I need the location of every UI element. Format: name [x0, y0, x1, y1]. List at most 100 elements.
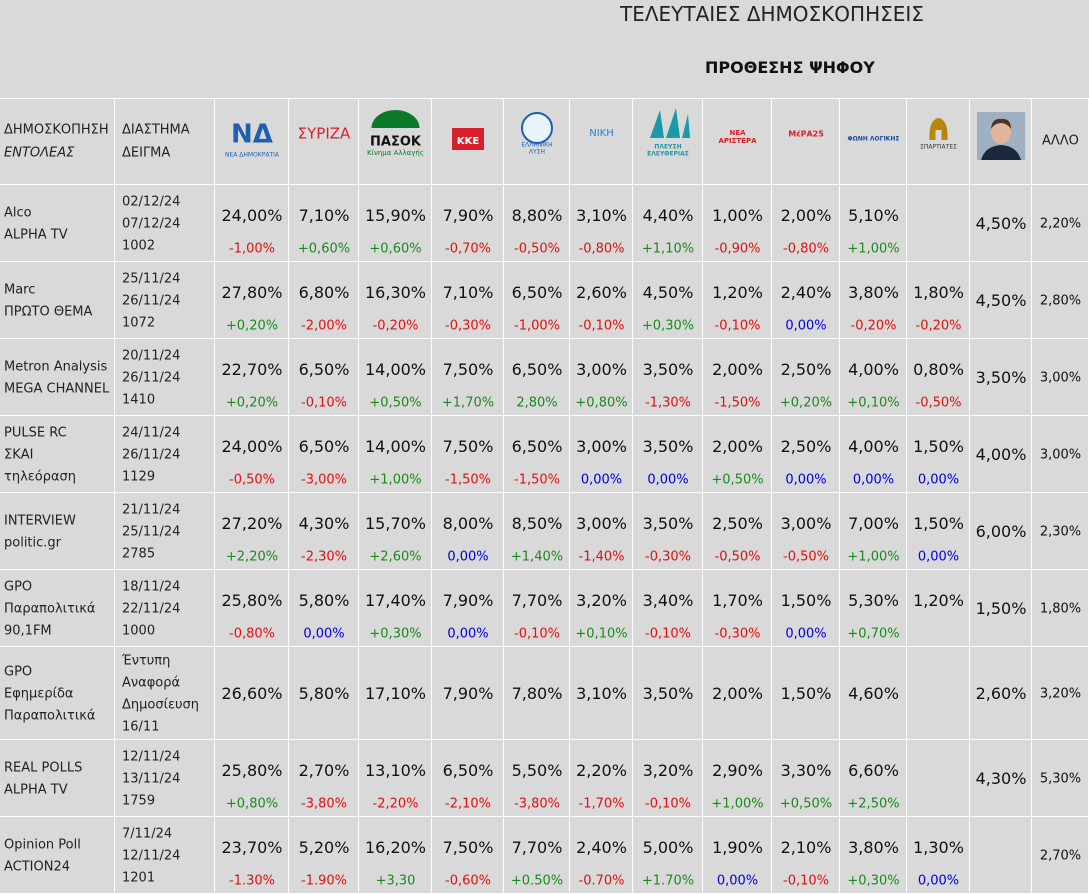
vote-value: 1,80%	[913, 283, 964, 302]
period-line: 25/11/24	[122, 271, 181, 286]
table-cell	[970, 339, 1032, 416]
table-cell	[504, 339, 570, 416]
period-line: 1410	[122, 392, 156, 407]
vote-value: 24,00%	[221, 206, 283, 225]
portrait	[977, 112, 1025, 160]
vote-value: 4,00%	[848, 360, 899, 379]
vote-value: 2,20%	[1039, 216, 1082, 231]
vote-value: 6,80%	[298, 283, 350, 302]
table-cell	[772, 416, 840, 493]
header-cell	[115, 98, 215, 185]
table-cell	[215, 185, 289, 262]
pollster-line: REAL POLLS	[4, 760, 83, 775]
table-cell	[772, 262, 840, 339]
title: ΤΕΛΕΥΤΑΙΕΣ ΔΗΜΟΣΚΟΠΗΣΕΙΣ	[620, 2, 924, 26]
logo-sun	[371, 110, 420, 128]
pollster-line: MEGA CHANNEL	[4, 381, 110, 396]
pollster-line: ALPHA TV	[4, 782, 68, 797]
vote-value: 7,70%	[511, 591, 563, 610]
table-cell	[0, 740, 115, 817]
vote-change: -0,10%	[645, 626, 691, 642]
header-cell	[703, 98, 772, 185]
table-cell	[359, 647, 432, 740]
table-cell	[289, 262, 359, 339]
vote-change: -3,00%	[301, 472, 347, 488]
table-cell	[772, 570, 840, 647]
vote-value: 7,50%	[442, 360, 494, 379]
table-cell	[840, 339, 907, 416]
vote-change: -0,80%	[783, 241, 829, 257]
table-cell	[215, 570, 289, 647]
vote-value: 2,90%	[712, 761, 763, 780]
logo-text: ΑΡΙΣΤΕΡΑ	[718, 137, 757, 145]
table-cell	[432, 647, 504, 740]
vote-change: -1,50%	[445, 472, 491, 488]
period-line: 12/11/24	[122, 749, 181, 764]
vote-value: 2,00%	[712, 683, 763, 703]
vote-change: 0,00%	[917, 873, 960, 889]
vote-value: 1,50%	[913, 514, 964, 533]
period-line: Έντυπη	[122, 653, 171, 668]
party-logo: ΝΔ ΝΕΑ ΔΗΜΟΚΡΑΤΙΑ	[225, 120, 280, 159]
table-cell	[633, 647, 703, 740]
vote-value: 1,20%	[712, 283, 763, 302]
header-label: ΔΕΙΓΜΑ	[122, 145, 171, 161]
table-cell	[970, 647, 1032, 740]
table-cell	[970, 817, 1032, 894]
logo-text: Κίνημα Αλλαγής	[367, 149, 424, 157]
table-cell	[907, 740, 970, 817]
period-line: 21/11/24	[122, 502, 181, 517]
logo-box	[452, 128, 484, 150]
table-cell	[703, 339, 772, 416]
vote-value: 4,50%	[975, 213, 1027, 233]
pollster-line: politic.gr	[4, 535, 62, 550]
period-line: 13/11/24	[122, 771, 181, 786]
table-cell	[840, 493, 907, 570]
portrait-suit	[981, 145, 1021, 160]
table-cell	[115, 339, 215, 416]
logo-helmet	[929, 118, 948, 140]
table-cell	[703, 416, 772, 493]
vote-change: -0,20%	[850, 318, 897, 334]
vote-value: 3,20%	[1039, 686, 1082, 701]
vote-change: +0,30%	[847, 873, 900, 889]
vote-change: 0,00%	[917, 549, 960, 565]
vote-value: 8,80%	[511, 206, 563, 225]
vote-value: 15,90%	[364, 206, 427, 225]
vote-change: +0,20%	[225, 395, 279, 411]
vote-value: 5,10%	[848, 206, 899, 225]
vote-change: +1,00%	[847, 549, 900, 565]
vote-value: 1,20%	[913, 591, 964, 610]
table-cell	[432, 416, 504, 493]
vote-change: +0,10%	[847, 395, 900, 411]
vote-change: 0,00%	[852, 472, 895, 488]
vote-value: 1,50%	[913, 437, 964, 456]
vote-value: 17,10%	[364, 683, 427, 703]
period-line: 20/11/24	[122, 348, 181, 363]
logo-compass	[521, 112, 553, 144]
period-line: 18/11/24	[122, 579, 181, 594]
vote-change: +0,50%	[779, 796, 833, 812]
table-cell	[359, 740, 432, 817]
pollster-line: ALPHA TV	[4, 227, 68, 242]
vote-change: 0,00%	[303, 626, 345, 642]
table-cell	[570, 740, 633, 817]
vote-value: 2,70%	[1039, 848, 1082, 863]
vote-change: -0,10%	[578, 318, 625, 334]
vote-change: -2,30%	[301, 549, 347, 565]
vote-value: 8,50%	[511, 514, 563, 533]
vote-value: 23,70%	[221, 838, 283, 857]
vote-value: 3,50%	[975, 367, 1027, 387]
vote-change: -0,90%	[714, 241, 761, 257]
vote-value: 2,50%	[780, 437, 832, 456]
vote-value: 3,40%	[642, 591, 694, 610]
vote-value: 2,00%	[712, 437, 763, 456]
vote-change: -0,30%	[714, 626, 761, 642]
table-cell	[504, 570, 570, 647]
vote-change: +0,60%	[369, 241, 422, 257]
vote-change: -1,40%	[578, 549, 625, 565]
vote-value: 2,80%	[1039, 293, 1082, 308]
vote-value: 3,00%	[576, 360, 627, 379]
vote-change: 2,80%	[516, 395, 558, 411]
